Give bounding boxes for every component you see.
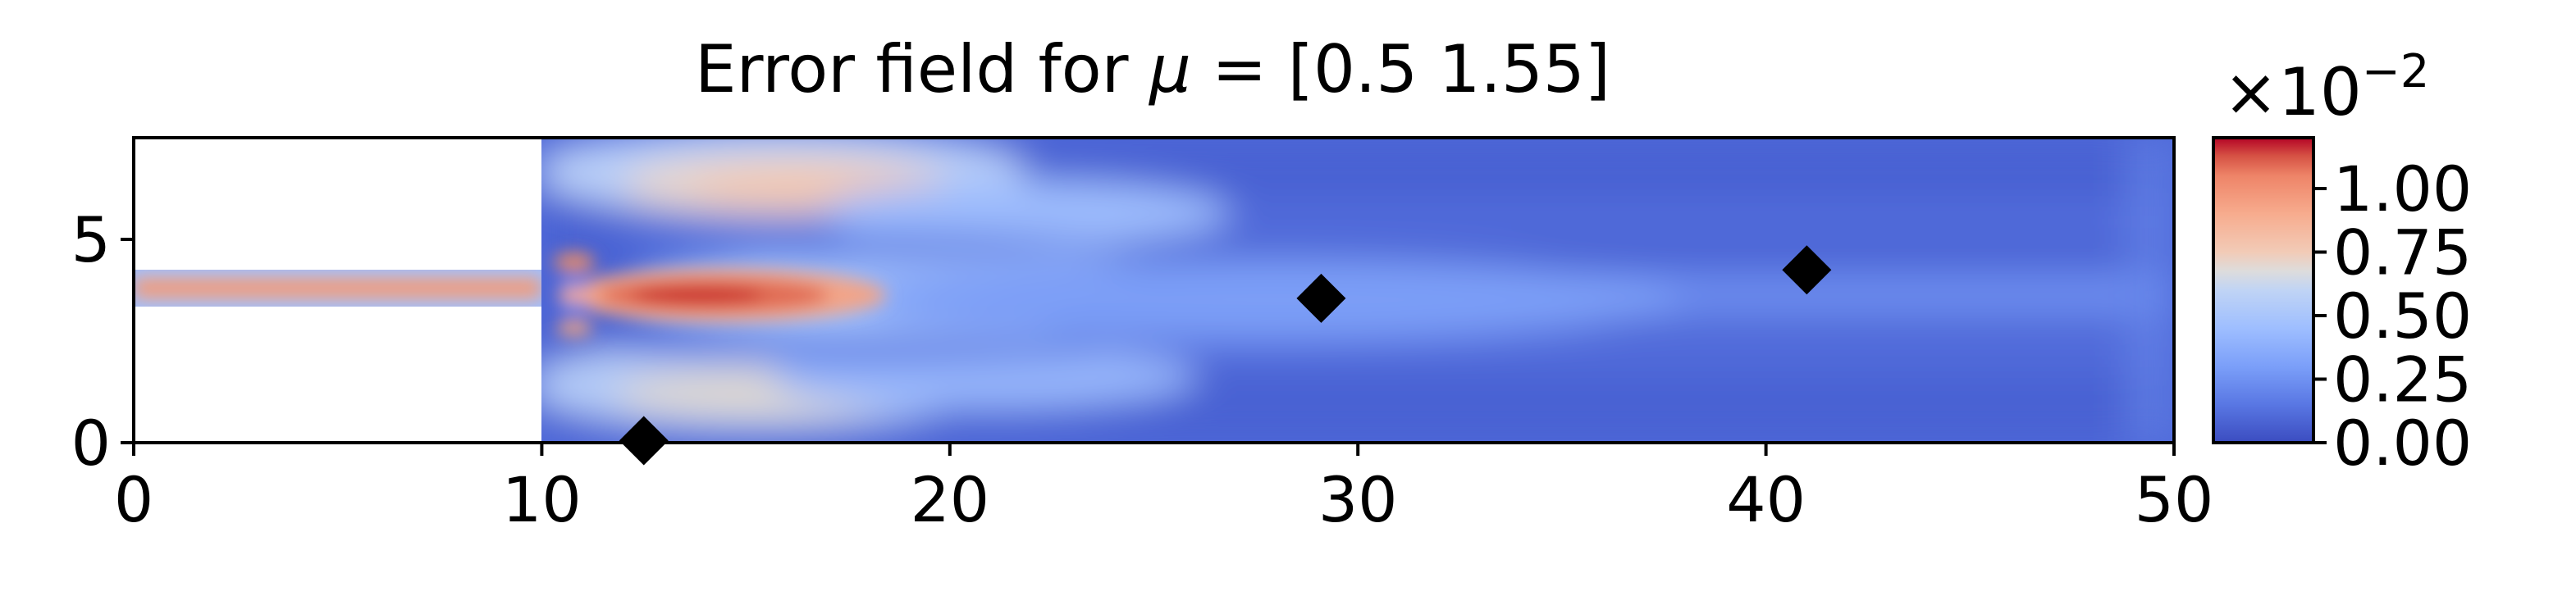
y-tick-label: 0 [71,407,111,480]
x-axis: 0 10 20 30 40 50 [114,443,2214,536]
chart-title: Error field for μ = [0.5 1.55] [695,31,1610,107]
colorbar-tick-label: 1.00 [2333,152,2472,225]
colorbar-axis: 0.000.250.500.751.00 [2313,152,2472,480]
x-tick-label: 40 [1726,463,1806,536]
y-tick-label: 5 [71,203,111,276]
x-tick-label: 0 [114,463,153,536]
colorbar-tick-label: 0.50 [2333,280,2472,353]
colorbar-tick-label: 0.00 [2333,407,2472,480]
colorbar-tick-label: 0.75 [2333,216,2472,289]
colorbar-tick-label: 0.25 [2333,343,2472,416]
colorbar-offset: ×10−2 [2223,45,2429,130]
x-tick-label: 50 [2135,463,2214,536]
x-tick-label: 20 [910,463,989,536]
marker-layer [619,245,1832,466]
sensor-marker [619,416,669,466]
x-tick-label: 30 [1318,463,1398,536]
heatmap-inlet-channel [134,270,541,307]
plot-frame [132,136,2176,444]
heatmap-main-channel [541,138,2174,443]
sensor-marker [1296,273,1346,323]
x-tick-label: 10 [502,463,582,536]
colorbar [2212,136,2315,444]
y-axis: 05 [71,203,134,480]
sensor-marker [1782,245,1832,295]
